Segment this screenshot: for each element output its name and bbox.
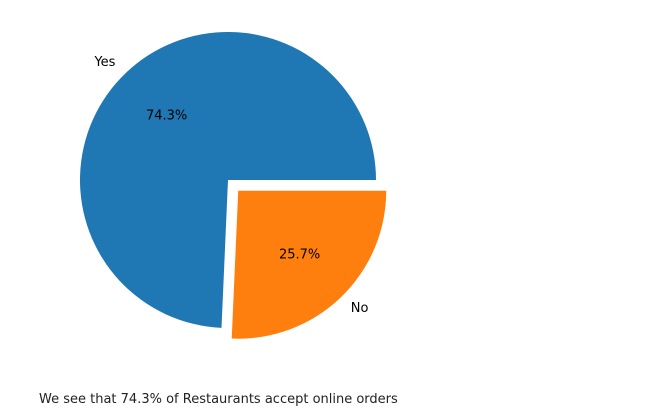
pie-slices — [80, 32, 387, 339]
slice-percent-no: 25.7% — [279, 247, 320, 262]
slice-label-yes: Yes — [93, 55, 115, 70]
pie-slice-no — [231, 190, 387, 339]
slice-percent-yes: 74.3% — [146, 108, 187, 123]
pie-labels: Yes 74.3% No 25.7% — [93, 55, 368, 316]
pie-slice-yes — [80, 32, 376, 328]
caption-text: We see that 74.3% of Restaurants accept … — [39, 392, 398, 407]
slice-label-no: No — [351, 301, 369, 316]
pie-chart: Yes 74.3% No 25.7% — [80, 32, 387, 339]
